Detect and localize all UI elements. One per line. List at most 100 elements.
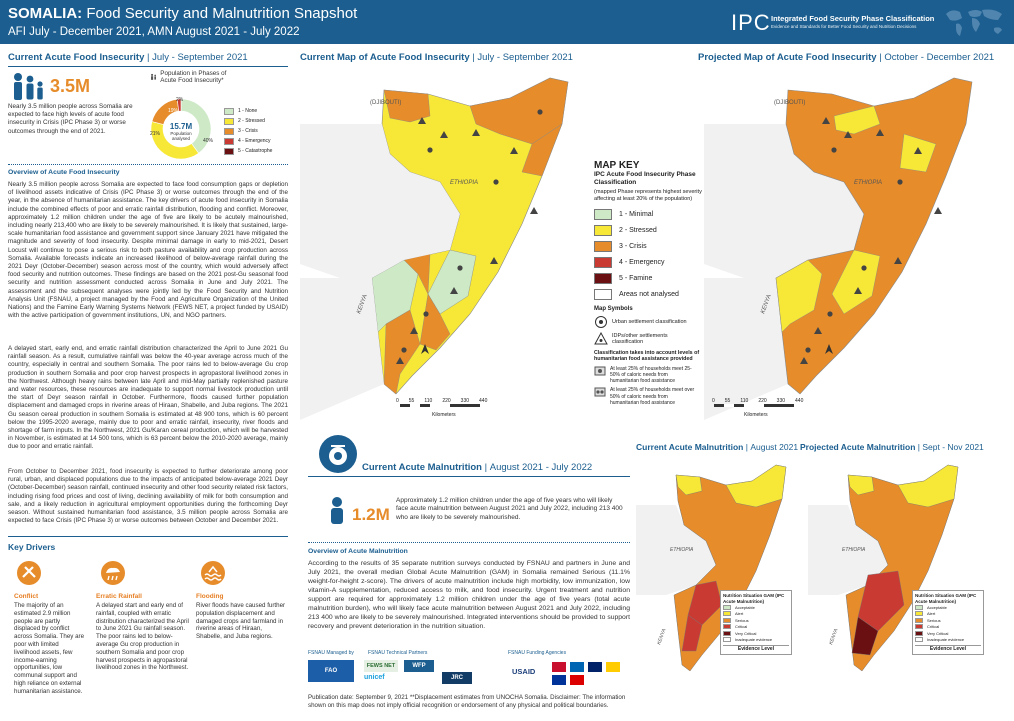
overview-amn-heading: Overview of Acute Malnutrition [308, 548, 408, 555]
divider [8, 536, 288, 537]
people-icon [14, 73, 43, 100]
ipc-logo: IPC [731, 10, 771, 35]
somalia-map-projected: (DJIBOUTI) ETHIOPIA KENYA [704, 77, 973, 420]
map-key-title: MAP KEY [594, 160, 640, 171]
map-label-djibouti: (DJIBOUTI) [370, 100, 401, 106]
donut-title-text: Population in Phases of Acute Food Insec… [160, 70, 227, 84]
projected-scale-ticks: 0 55 110 220 330 440 [712, 398, 804, 404]
usaid-logo: USAID [512, 666, 536, 676]
unicef-logo: unicef [364, 674, 385, 681]
page-title: SOMALIA: Food Security and Malnutrition … [8, 5, 357, 22]
erratic-rainfall-icon [101, 561, 125, 585]
overview-afi-p2: A delayed start, early end, and erratic … [8, 345, 288, 451]
somalia-amn-map-current: ETHIOPIA KENYA [636, 464, 787, 672]
map-label-ethiopia: ETHIOPIA [670, 547, 694, 553]
donut-center-value: 15.7M [169, 122, 193, 131]
key-phase-4: 4 - Emergency [594, 255, 702, 271]
map-label-kenya: KENYA [656, 627, 668, 645]
assist-item: At least 25% of households meet 25-50% o… [594, 366, 702, 385]
driver-rainfall-title: Erratic Rainfall [96, 593, 142, 600]
amn-map-projected: ETHIOPIA KENYA [808, 455, 970, 692]
header-banner: SOMALIA: Food Security and Malnutrition … [0, 0, 1014, 44]
legend-item: 4 - Emergency [224, 136, 272, 146]
map-label-djibouti: (DJIBOUTI) [774, 100, 805, 106]
current-scale-unit: Kilometers [432, 412, 456, 418]
overview-amn-text: According to the results of 35 separate … [308, 560, 630, 630]
urban-settlement-icon [595, 315, 607, 328]
somalia-map-current: (DJIBOUTI) ETHIOPIA KENYA [300, 77, 593, 420]
world-map-icon [946, 9, 1002, 36]
donut-label-19pct: 19% [168, 108, 179, 114]
current-amn-heading: Current Acute Malnutrition | August 2021… [362, 462, 593, 473]
current-afi-heading-text: Current Acute Food Insecurity [8, 52, 145, 63]
legend-item: 3 - Crisis [224, 126, 272, 136]
map-label-ethiopia: ETHIOPIA [450, 180, 478, 186]
overview-afi-p1: Nearly 3.5 million people across Somalia… [8, 181, 288, 320]
amn-legend-projected: Nutrition Situation GAM (IPC Acute Malnu… [912, 590, 984, 655]
child-nutrition-icon [319, 435, 357, 473]
title-text: Food Security and Malnutrition Snapshot [86, 5, 358, 22]
fewsnet-logo: FEWS NET [364, 660, 398, 672]
amn-legend-title: Nutrition Situation GAM (IPC Acute Malnu… [723, 593, 785, 604]
current-map-heading: Current Map of Acute Food Insecurity | J… [300, 52, 573, 63]
key-phase-5: 5 - Famine [594, 271, 702, 287]
assist-item: At least 25% of households meet over 50%… [594, 387, 702, 406]
assist-title: Classification takes into account levels… [594, 349, 700, 363]
evidence-level-label: Evidence Level [915, 645, 981, 652]
overview-afi-heading: Overview of Acute Food Insecurity [8, 169, 120, 176]
current-afi-period: July - September 2021 [152, 52, 248, 63]
current-afi-heading: Current Acute Food Insecurity | July - S… [8, 52, 248, 63]
north-arrow-icon [421, 344, 429, 354]
amn-summary: Approximately 1.2 million children under… [396, 497, 623, 521]
amn-big-number: 1.2M [352, 505, 390, 524]
donut-legend: 1 - None 2 - Stressed 3 - Crisis 4 - Eme… [224, 106, 272, 156]
legend-item: 5 - Catastrophe [224, 146, 272, 156]
amn-legend-title: Nutrition Situation GAM (IPC Acute Malnu… [915, 593, 977, 604]
fao-logo: FAO [308, 660, 354, 682]
map-key-note: (mapped Phase represents highest severit… [594, 188, 702, 202]
map-label-kenya: KENYA [828, 627, 840, 645]
afi-big-number: 3.5M [50, 76, 91, 96]
key-not-analysed: Areas not analysed [594, 287, 702, 303]
divider [308, 476, 630, 477]
donut-label-40pct: 40% [203, 138, 214, 144]
current-scale-ticks: 0 55 110 220 330 440 [396, 398, 488, 404]
key-phase-3: 3 - Crisis [594, 239, 702, 255]
symbol-idp: IDPs/other settlements classification [594, 331, 702, 346]
map-scale-bar [714, 404, 794, 407]
driver-flooding-text: River floods have caused further populat… [196, 602, 286, 641]
flag-logo [552, 662, 566, 672]
amn-map-current-heading: Current Acute Malnutrition | August 2021 [636, 442, 799, 452]
evidence-level-label: Evidence Level [723, 645, 789, 652]
flag-logo [570, 662, 584, 672]
donut-slice-4 [176, 98, 182, 112]
child-icon [331, 497, 343, 524]
somalia-amn-map-projected: ETHIOPIA KENYA [808, 464, 959, 672]
phase-donut-chart [150, 98, 212, 160]
amn-map-projected-heading: Projected Acute Malnutrition | Sept - No… [800, 442, 984, 452]
footer-disclaimer: Publication date: September 9, 2021 **Di… [308, 694, 626, 709]
divider [8, 66, 288, 67]
map-symbols-title: Map Symbols [594, 305, 633, 312]
assist-25-icon [594, 366, 606, 376]
donut-center-label: Population analysed [170, 131, 192, 141]
flag-logo [606, 662, 620, 672]
donut-title: Population in Phases of Acute Food Insec… [150, 70, 228, 84]
flag-logo [570, 675, 584, 685]
idp-settlement-icon [594, 331, 608, 345]
partners-managed-label: FSNAU Managed by [308, 650, 354, 656]
map-key-subtitle: IPC Acute Food Insecurity Phase Classifi… [594, 171, 696, 186]
partners-funding-label: FSNAU Funding Agencies [508, 650, 567, 656]
key-phase-2: 2 - Stressed [594, 223, 702, 239]
map-scale-bar [400, 404, 480, 407]
projected-map-heading: Projected Map of Acute Food Insecurity |… [698, 52, 995, 63]
flag-logo [588, 662, 602, 672]
map-label-ethiopia: ETHIOPIA [842, 547, 866, 553]
divider [8, 164, 288, 165]
driver-flooding-title: Flooding [196, 593, 224, 600]
ipc-tagline: Evidence and Standards for Better Food S… [771, 24, 917, 29]
overview-afi-p3: From October to December 2021, food inse… [8, 468, 288, 525]
page-subtitle: AFI July - December 2021, AMN August 202… [8, 26, 300, 38]
amn-map-current: ETHIOPIA KENYA [636, 455, 798, 692]
amn-legend-current: Nutrition Situation GAM (IPC Acute Malnu… [720, 590, 792, 655]
